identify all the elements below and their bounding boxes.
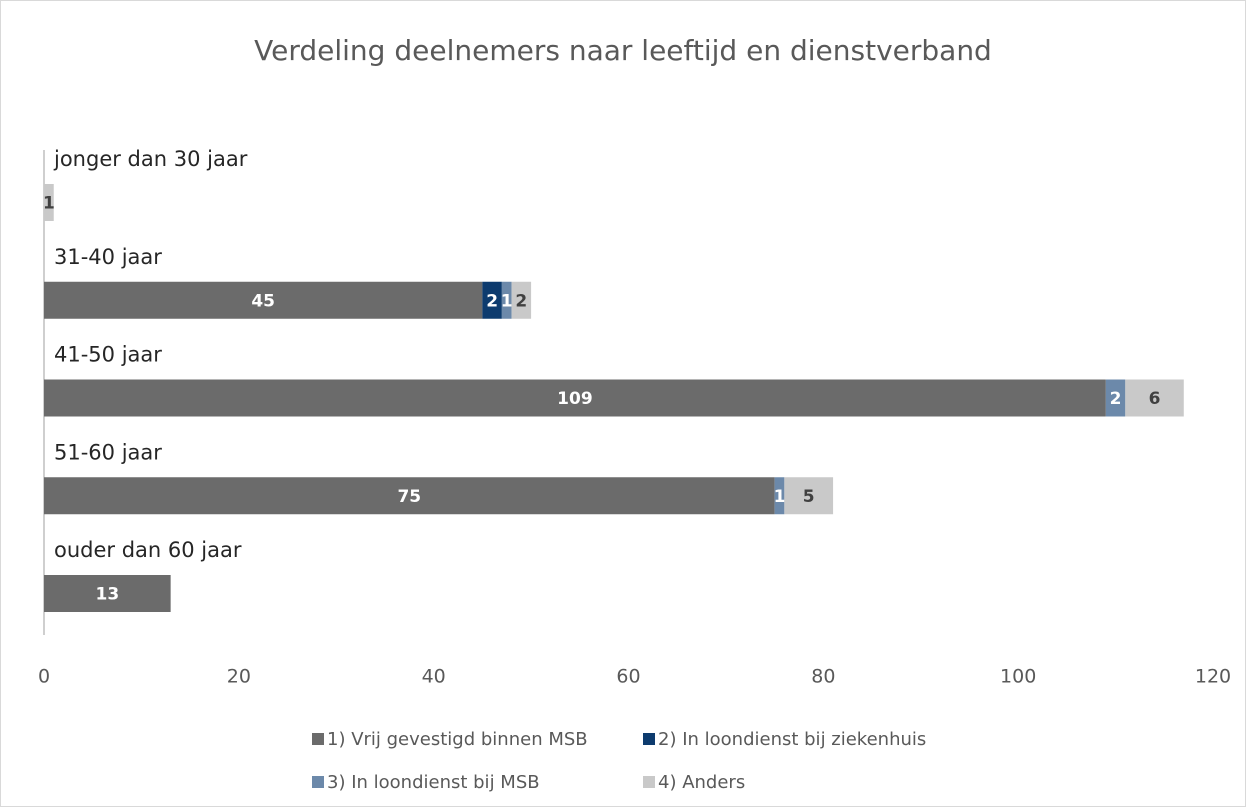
bar-segment xyxy=(1105,379,1126,417)
bar-segment xyxy=(774,477,785,515)
category-label: jonger dan 30 jaar xyxy=(53,147,248,171)
bar-segment xyxy=(511,281,532,319)
category-label: 31-40 jaar xyxy=(54,245,162,269)
category-label: 41-50 jaar xyxy=(54,343,162,367)
bar-segment xyxy=(501,281,512,319)
legend-swatch xyxy=(643,733,655,745)
value-label: 2 xyxy=(1110,389,1122,409)
value-label: 5 xyxy=(803,487,815,507)
value-label: 2 xyxy=(515,291,527,311)
x-tick-label: 40 xyxy=(422,666,446,688)
bar-segment xyxy=(44,184,54,221)
bar-segment xyxy=(44,281,483,319)
x-tick-label: 60 xyxy=(616,666,640,688)
legend-label: 2) In loondienst bij ziekenhuis xyxy=(658,729,926,750)
value-label: 13 xyxy=(95,585,119,605)
legend-swatch xyxy=(312,733,324,745)
category-label: 51-60 jaar xyxy=(54,440,162,464)
chart-title: Verdeling deelnemers naar leeftijd en di… xyxy=(254,34,992,67)
x-tick-label: 80 xyxy=(811,666,835,688)
legend-label: 1) Vrij gevestigd binnen MSB xyxy=(327,729,588,750)
bar-segment xyxy=(1125,379,1184,417)
value-label: 1 xyxy=(501,291,513,311)
legend-label: 3) In loondienst bij MSB xyxy=(327,772,540,793)
legend-swatch xyxy=(312,776,324,788)
legend-label: 4) Anders xyxy=(658,772,745,793)
value-label: 75 xyxy=(397,487,421,507)
bar-segment xyxy=(44,477,775,515)
value-label: 45 xyxy=(251,291,275,311)
value-label: 109 xyxy=(557,389,593,409)
bar-segment xyxy=(44,379,1106,417)
x-tick-label: 20 xyxy=(227,666,251,688)
value-label: 6 xyxy=(1149,389,1161,409)
bar-segment xyxy=(44,575,171,612)
bar-segment xyxy=(784,477,834,515)
value-label: 2 xyxy=(486,291,498,311)
x-tick-label: 0 xyxy=(38,666,50,688)
x-tick-label: 100 xyxy=(1000,666,1036,688)
legend-swatch xyxy=(643,776,655,788)
x-tick-label: 120 xyxy=(1195,666,1231,688)
value-label: 1 xyxy=(774,487,786,507)
category-label: ouder dan 60 jaar xyxy=(54,538,242,562)
value-label: 1 xyxy=(43,194,55,214)
bar-segment xyxy=(482,281,502,319)
